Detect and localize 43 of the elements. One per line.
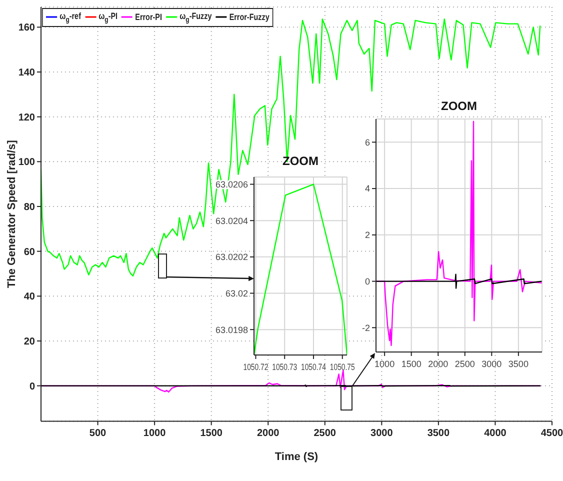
x-tick-label: 2500: [314, 428, 336, 440]
legend-label: Error-PI: [135, 12, 162, 22]
x-tick-label: 1000: [143, 428, 166, 440]
x-tick-label: 500: [89, 428, 107, 440]
y-tick-label: 4: [364, 184, 370, 194]
legend-label: ω$_{g}$-ref: [60, 11, 81, 24]
y-tick-label: 6: [364, 137, 370, 148]
x-tick-label: 4000: [484, 428, 507, 440]
chart-title: ZOOM: [282, 154, 320, 168]
x-tick-label: 3000: [370, 428, 394, 440]
y-tick-label: 80: [24, 202, 36, 214]
y-tick-label: 60: [24, 246, 36, 258]
y-tick-label: 2: [364, 230, 370, 240]
x-axis-title: Time (S): [274, 451, 318, 464]
y-axis-title: The Generator Speed [rad/s]: [6, 140, 18, 288]
y-tick-label: 20: [24, 336, 36, 348]
x-tick-label: 2000: [428, 359, 448, 369]
x-tick-label: 1050.75: [330, 362, 362, 372]
y-tick-label: 63.0204: [215, 216, 248, 226]
legend-label: ω$_{g}$-PI: [98, 11, 118, 24]
x-tick-label: 2500: [454, 359, 475, 369]
x-tick-label: 3500: [508, 359, 528, 369]
x-tick-label: 2000: [256, 428, 280, 440]
y-tick-label: 0: [29, 381, 36, 392]
y-tick-label: 0: [364, 276, 370, 286]
x-tick-label: 3500: [427, 428, 450, 440]
y-tick-label: 63.02: [225, 288, 248, 298]
x-tick-label: 1000: [374, 359, 395, 369]
y-tick-label: 100: [18, 157, 36, 168]
chart-title: ZOOM: [440, 99, 478, 113]
y-tick-label: 160: [18, 22, 36, 34]
y-tick-label: 120: [18, 112, 36, 124]
y-tick-label: 140: [18, 68, 36, 79]
x-tick-label: 4500: [540, 428, 563, 440]
y-tick-label: 63.0198: [215, 324, 248, 335]
y-tick-label: -2: [362, 322, 370, 333]
x-tick-label: 1500: [401, 359, 422, 369]
y-tick-label: 40: [24, 292, 36, 303]
x-tick-label: 1500: [200, 428, 223, 440]
y-tick-label: 63.0202: [215, 252, 248, 262]
x-tick-label: 3000: [482, 359, 502, 369]
legend-label: Error-Fuzzy: [229, 12, 270, 22]
legend-label: ω$_{g}$-Fuzzy: [180, 11, 212, 24]
